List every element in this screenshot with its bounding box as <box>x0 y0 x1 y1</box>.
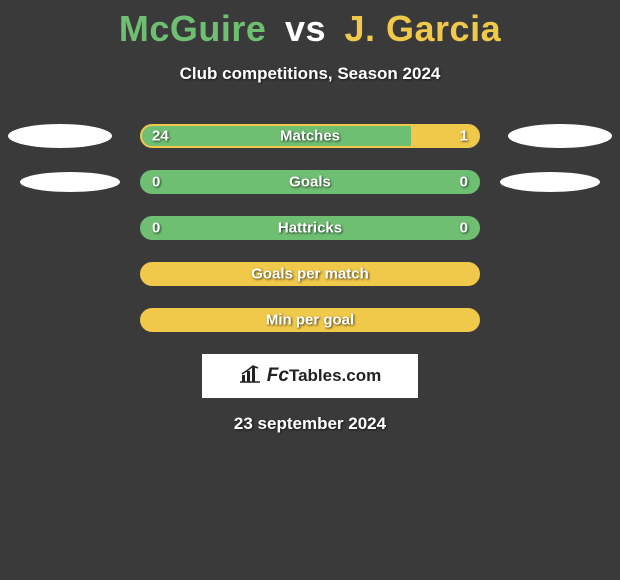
stat-bar-hattricks: 0 Hattricks 0 <box>140 216 480 240</box>
stat-label-mpg: Min per goal <box>266 312 354 329</box>
stat-value-left-goals: 0 <box>152 174 160 191</box>
stat-value-right-hattricks: 0 <box>460 220 468 237</box>
stat-rows: 24 Matches 1 0 Goals 0 0 Hattricks 0 Goa… <box>0 124 620 332</box>
ellipse-right-goals <box>500 172 600 192</box>
date-label: 23 september 2024 <box>0 414 620 434</box>
stat-label-gpm: Goals per match <box>251 266 369 283</box>
stat-label-goals: Goals <box>289 174 331 191</box>
ellipse-left-matches <box>8 124 112 148</box>
stat-value-right-matches: 1 <box>460 128 468 145</box>
ellipse-right-matches <box>508 124 612 148</box>
stat-label-matches: Matches <box>280 128 340 145</box>
bar-chart-icon <box>239 365 261 388</box>
stat-bar-min-per-goal: Min per goal <box>140 308 480 332</box>
stat-bar-goals-per-match: Goals per match <box>140 262 480 286</box>
attribution-brand-f: Fc <box>267 365 289 386</box>
stat-value-right-goals: 0 <box>460 174 468 191</box>
attribution-brand-rest: Tables.com <box>289 366 381 385</box>
subtitle: Club competitions, Season 2024 <box>0 64 620 84</box>
stat-row-matches: 24 Matches 1 <box>0 124 620 148</box>
stat-row-goals-per-match: Goals per match <box>0 262 620 286</box>
attribution-text: FcTables.com <box>267 365 381 387</box>
title-player-right: J. Garcia <box>345 8 502 49</box>
ellipse-left-goals <box>20 172 120 192</box>
title-player-left: McGuire <box>119 8 267 49</box>
stat-row-hattricks: 0 Hattricks 0 <box>0 216 620 240</box>
stat-bar-goals: 0 Goals 0 <box>140 170 480 194</box>
stat-row-min-per-goal: Min per goal <box>0 308 620 332</box>
comparison-title: McGuire vs J. Garcia <box>0 0 620 50</box>
title-vs: vs <box>285 8 326 49</box>
stat-row-goals: 0 Goals 0 <box>0 170 620 194</box>
stat-label-hattricks: Hattricks <box>278 220 342 237</box>
stat-value-left-hattricks: 0 <box>152 220 160 237</box>
stat-bar-matches: 24 Matches 1 <box>140 124 480 148</box>
stat-value-left-matches: 24 <box>152 128 169 145</box>
attribution-box: FcTables.com <box>202 354 418 398</box>
